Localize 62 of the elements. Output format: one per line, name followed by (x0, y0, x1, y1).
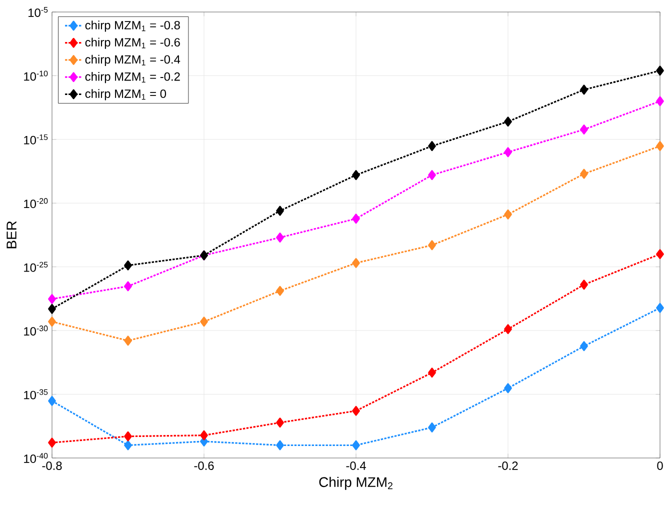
point (656, 302, 664, 313)
legend-label: chirp MZM$_{1}$ = 0 (85, 89, 166, 100)
point (428, 422, 436, 432)
y-tick-label: 10$^{-40}$ (24, 452, 48, 463)
point (504, 324, 512, 334)
y-tick-label: 10$^{-35}$ (24, 389, 48, 400)
point (276, 286, 284, 296)
point (656, 141, 664, 152)
point (200, 316, 208, 327)
point (580, 84, 588, 95)
y-axis-title: BER (6, 221, 16, 248)
legend-label: chirp MZM$_{1}$ = -0.4 (85, 54, 180, 66)
point (124, 281, 132, 292)
point (200, 430, 208, 440)
point (124, 440, 132, 450)
point (580, 280, 588, 290)
y-tick-label: 10$^{-20}$ (24, 198, 48, 208)
point (124, 431, 132, 442)
point (352, 170, 360, 180)
x-tick-label: -0.6 (194, 462, 214, 470)
point (352, 440, 360, 450)
point (48, 396, 56, 406)
legend-label: chirp MZM$_{1}$ = -0.8 (85, 20, 180, 32)
point (656, 249, 664, 260)
y-tick-label: 10$^{-5}$ (28, 7, 48, 17)
legend-label: chirp MZM$_{1}$ = -0.6 (85, 38, 180, 49)
point (352, 214, 360, 224)
x-tick-label: -0.2 (498, 462, 518, 470)
point (124, 260, 132, 270)
point (276, 418, 284, 428)
point (504, 209, 512, 220)
point (276, 206, 284, 216)
point (504, 383, 512, 394)
y-tick-label: 10$^{-25}$ (24, 262, 48, 272)
legend-label: chirp MZM$_{1}$ = -0.2 (85, 72, 180, 84)
point (428, 240, 436, 250)
y-tick-label: 10$^{-10}$ (24, 70, 48, 81)
point (48, 438, 56, 448)
x-tick-label: 0 (657, 462, 663, 470)
x-tick-label: -0.8 (42, 462, 62, 470)
point (428, 170, 436, 180)
point (656, 66, 664, 76)
point (48, 304, 56, 314)
point (428, 368, 436, 378)
point (656, 96, 664, 106)
point (504, 147, 512, 158)
point (352, 258, 360, 268)
point (428, 141, 436, 152)
point (276, 440, 284, 450)
x-tick-label: -0.4 (346, 462, 366, 470)
point (580, 168, 588, 179)
y-tick-label: 10$^{-30}$ (24, 326, 48, 336)
x-axis-title: Chirp MZM$_{2}$ (319, 476, 392, 490)
point (48, 294, 56, 304)
point (580, 124, 588, 134)
point (504, 116, 512, 127)
point (48, 316, 56, 327)
point (352, 406, 360, 416)
point (124, 336, 132, 346)
point (276, 232, 284, 243)
y-tick-label: 10$^{-15}$ (24, 134, 48, 144)
point (580, 341, 588, 352)
